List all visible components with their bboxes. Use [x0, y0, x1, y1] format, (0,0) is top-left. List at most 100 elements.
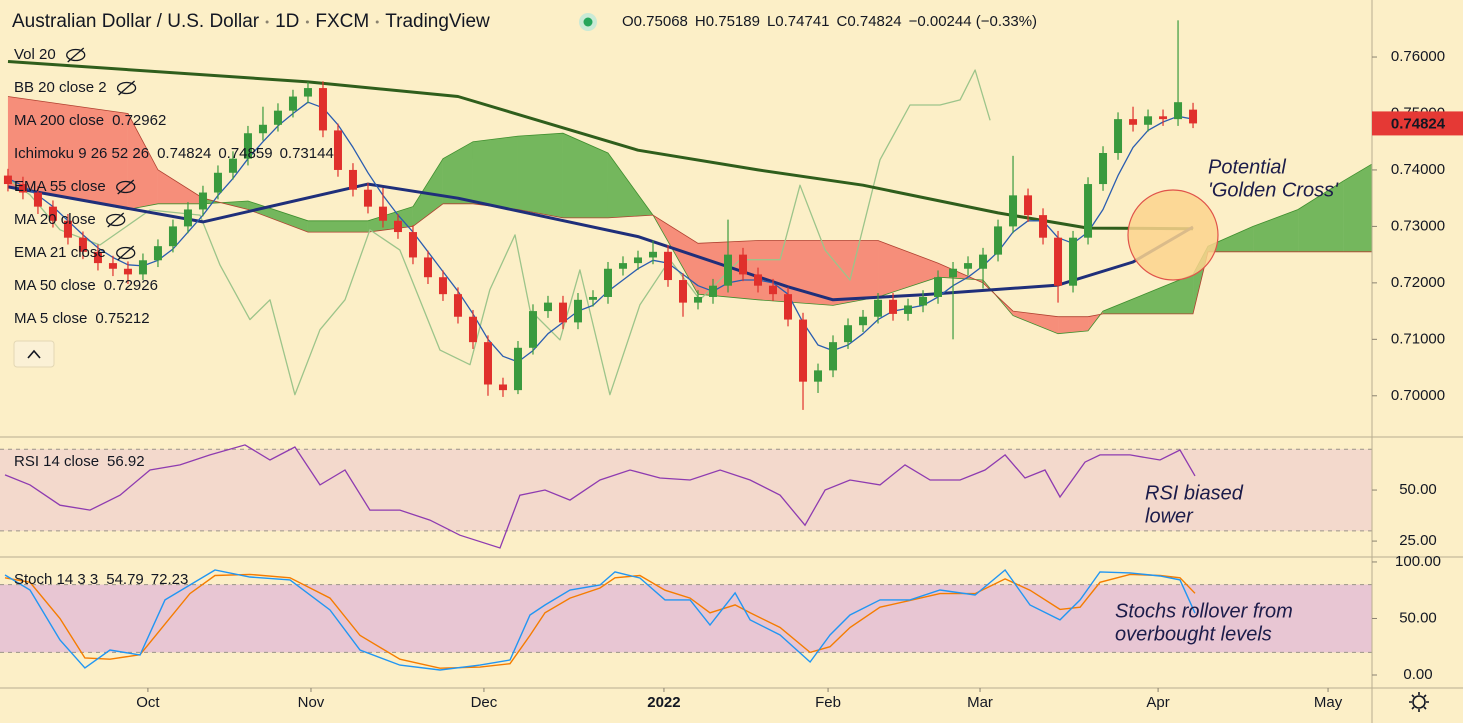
candle-body [273, 110, 282, 125]
stoch-k-line [4, 568, 1196, 671]
candle-body [528, 311, 537, 348]
x-tick-label: Apr [1146, 694, 1169, 711]
rsi-legend: RSI 14 close [14, 453, 99, 470]
x-tick-label: Feb [815, 694, 841, 711]
candle-body [874, 299, 883, 317]
hidden-eye [116, 81, 137, 95]
panes [0, 20, 1372, 671]
candle-body [844, 325, 853, 343]
candle-body [1114, 119, 1123, 154]
x-tick-label: Nov [298, 694, 325, 711]
header-platform: TradingView [385, 11, 490, 32]
candle-body [483, 342, 492, 385]
collapse-icon [27, 349, 41, 359]
cloud-segment [1208, 226, 1254, 252]
stoch-d-line [4, 573, 1196, 669]
y-tick-label: 0.00 [1403, 666, 1432, 683]
candle-body [288, 96, 297, 111]
candle-body [1129, 119, 1138, 125]
y-tick-label: 50.00 [1399, 481, 1437, 498]
candle-body [183, 209, 192, 227]
candle-body [423, 257, 432, 278]
candle-body [784, 294, 793, 320]
candle-body [754, 274, 763, 286]
settings-icon[interactable] [1409, 692, 1429, 712]
indicator-name: MA 50 close [14, 277, 96, 294]
candle-body [558, 302, 567, 323]
candle-body [453, 294, 462, 317]
candle-body [1174, 102, 1183, 120]
candle-body [168, 226, 177, 247]
stoch-band [0, 584, 1372, 653]
rsi-band [0, 449, 1372, 531]
annotation: Stochs rollover from [1115, 600, 1293, 622]
candle-body [663, 251, 672, 281]
indicator-name: Vol 20 [14, 46, 56, 63]
x-tick-label: Mar [967, 694, 993, 711]
candle-body [303, 88, 312, 97]
candle-body [153, 246, 162, 261]
candle-body [378, 206, 387, 221]
candle-body [363, 189, 372, 207]
candle-body [709, 285, 718, 297]
candle-body [63, 220, 72, 238]
candle-body [93, 251, 102, 264]
candle-body [648, 251, 657, 258]
cloud-segment [607, 153, 653, 218]
candle-body [1159, 116, 1168, 120]
candle-body [1054, 237, 1063, 286]
rsi-line [4, 444, 1196, 549]
y-tick-label: 0.70000 [1391, 387, 1445, 404]
header-source: FXCM [315, 11, 369, 32]
candle-body [438, 277, 447, 295]
cloud-segment [1058, 316, 1089, 334]
candle-body [48, 206, 57, 221]
candle-body [258, 124, 267, 134]
hidden-slash [107, 212, 125, 228]
ohlc-label: O0.75068 [622, 13, 688, 30]
x-tick-label: 2022 [647, 694, 680, 711]
candle-body [588, 296, 597, 300]
candle-body [78, 237, 87, 252]
collapse-button[interactable] [13, 340, 55, 368]
hidden-eye [66, 48, 86, 62]
indicator-value: 0.74824 [157, 145, 211, 162]
indicator-value: 0.75212 [95, 310, 149, 327]
candle-body [769, 285, 778, 295]
y-tick-label: 100.00 [1395, 553, 1441, 570]
annotation: Potential [1208, 156, 1286, 178]
candle-body [1189, 109, 1198, 124]
hidden-slash [118, 80, 135, 96]
candle-body [633, 257, 642, 264]
cloud-segment [1103, 274, 1194, 314]
annotation: 'Golden Cross' [1208, 179, 1339, 201]
candle-body [318, 88, 327, 131]
y-tick-label: 0.74000 [1391, 161, 1445, 178]
candle-body [138, 260, 147, 275]
x-tick-label: Oct [136, 694, 160, 711]
candle-body [1084, 184, 1093, 238]
candle-body [919, 296, 928, 306]
ohlc-label: C0.74824 [837, 13, 902, 30]
cloud-segment [1253, 209, 1299, 252]
candle-body [799, 319, 808, 382]
candle-body [904, 305, 913, 314]
cloud-segment [833, 240, 879, 306]
hidden-slash [117, 179, 135, 195]
indicator-line [7, 60, 1194, 231]
cloud-segment [157, 169, 203, 204]
candle-body [859, 316, 868, 326]
stoch-legend: Stoch 14 3 3 [14, 571, 98, 588]
indicator-name: BB 20 close 2 [14, 79, 107, 96]
candle-body [1069, 237, 1078, 286]
ohlc-label: H0.75189 [695, 13, 760, 30]
candle-body [934, 277, 943, 297]
candle-body [18, 184, 27, 193]
gear-ring [1412, 695, 1426, 709]
y-tick-label: 0.71000 [1391, 330, 1445, 347]
indicator-name: MA 200 close [14, 112, 104, 129]
cloud-segment [878, 240, 939, 297]
candle-body [1039, 215, 1048, 238]
indicator-value: 0.74859 [218, 145, 272, 162]
